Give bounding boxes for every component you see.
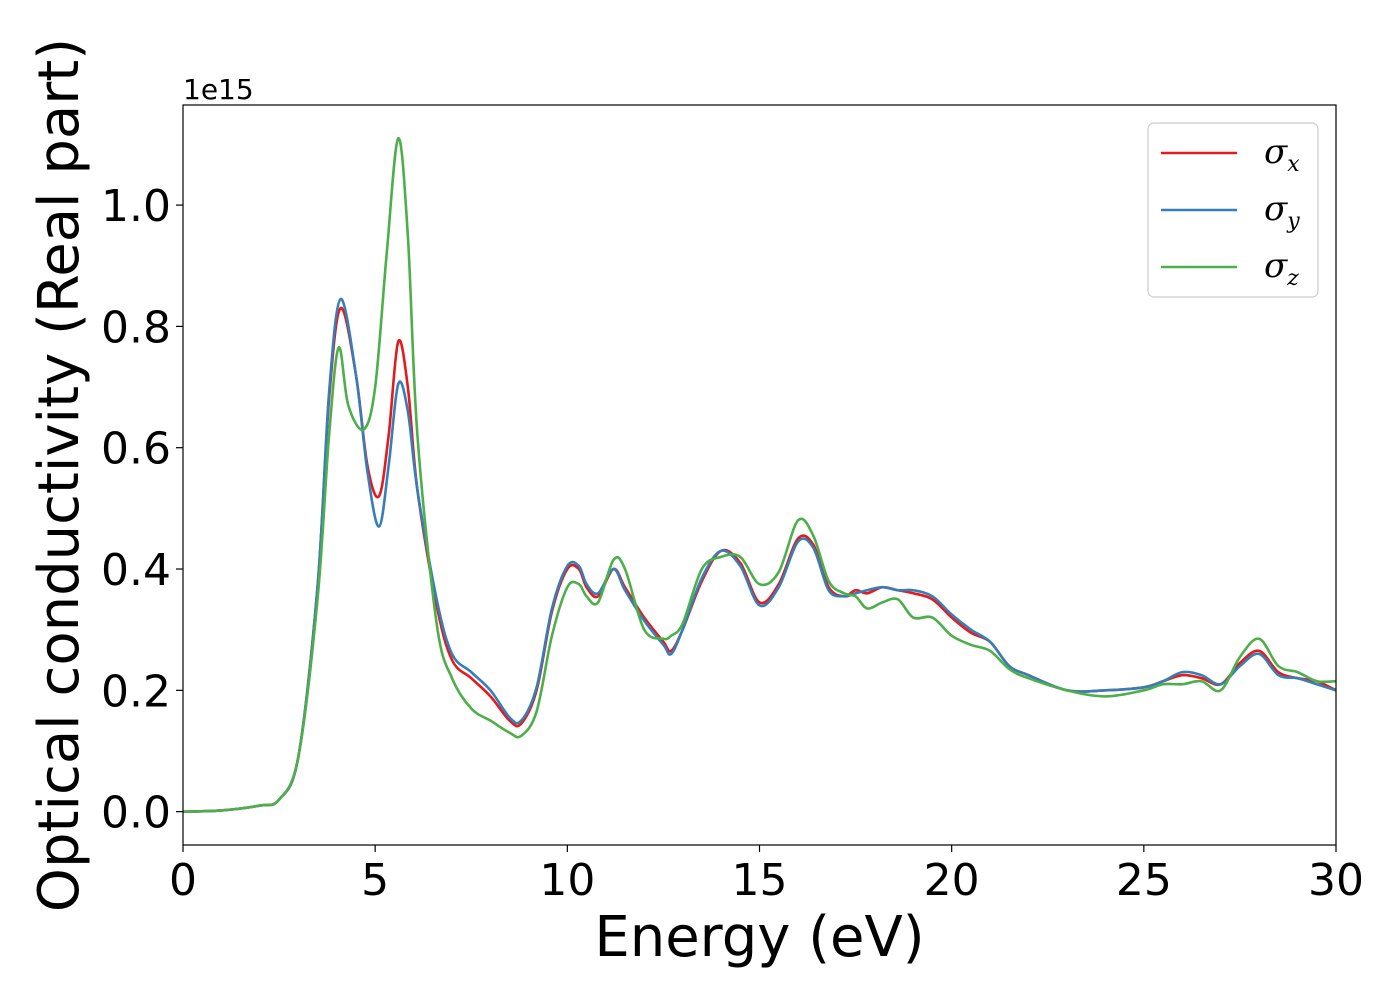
y-axis-title: Optical conductivity (Real part) (27, 38, 92, 912)
x-tick-label: 25 (1116, 855, 1172, 906)
y-offset-label: 1e15 (183, 73, 254, 106)
x-axis-title: Energy (eV) (594, 905, 924, 970)
x-tick-label: 30 (1308, 855, 1364, 906)
legend-label-x: σx (1264, 132, 1300, 177)
plot-area (183, 105, 1336, 845)
series-line-z (182, 137, 1337, 813)
legend-label-z: σz (1264, 246, 1299, 291)
y-tick-label: 0.2 (101, 666, 171, 717)
y-tick-label: 0.0 (101, 788, 171, 839)
x-tick-label: 15 (732, 855, 788, 906)
legend: σx σy σz (1147, 122, 1319, 298)
x-axis: 0 5 10 15 20 25 30 (169, 845, 1364, 906)
x-tick-label: 0 (169, 855, 197, 906)
series-line-y (182, 297, 1337, 813)
y-tick-label: 0.4 (101, 545, 171, 596)
series-layer (182, 137, 1337, 813)
legend-label-y: σy (1264, 189, 1300, 234)
x-tick-label: 5 (361, 855, 389, 906)
y-tick-label: 0.6 (101, 424, 171, 475)
y-axis: 0.0 0.2 0.4 0.6 0.8 1.0 (101, 181, 183, 839)
x-tick-label: 20 (924, 855, 980, 906)
y-tick-label: 0.8 (101, 302, 171, 353)
x-tick-label: 10 (539, 855, 595, 906)
y-tick-label: 1.0 (101, 181, 171, 232)
